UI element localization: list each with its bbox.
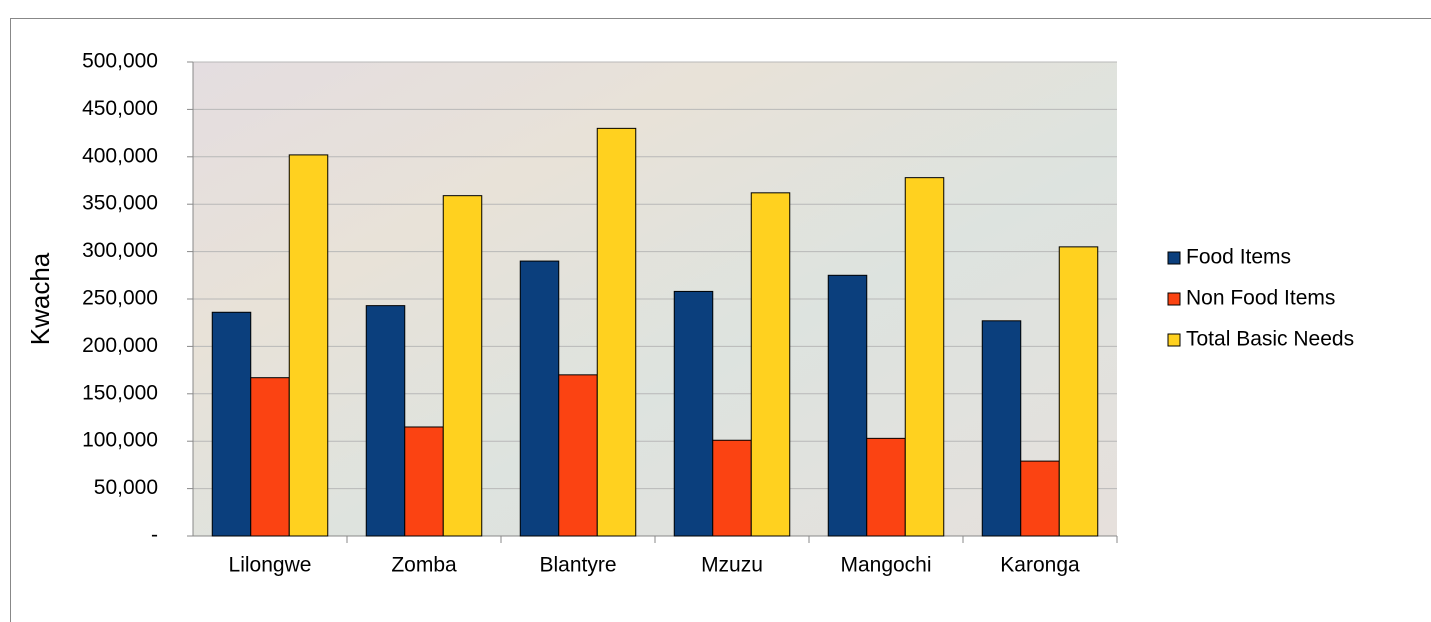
y-tick-label: 300,000 <box>82 239 158 262</box>
y-tick-label: 150,000 <box>82 381 158 404</box>
x-tick-label: Mzuzu <box>701 554 763 577</box>
bar <box>1021 461 1060 536</box>
bar <box>251 378 290 536</box>
y-tick-label: 200,000 <box>82 334 158 357</box>
y-tick-label: 250,000 <box>82 287 158 310</box>
y-tick-label: 450,000 <box>82 97 158 120</box>
legend-label: Food Items <box>1186 246 1291 269</box>
y-tick-label: 100,000 <box>82 429 158 452</box>
bar <box>597 128 636 536</box>
y-tick-label: 350,000 <box>82 192 158 215</box>
bar <box>982 321 1021 536</box>
bar <box>520 261 559 536</box>
legend-swatch <box>1168 334 1180 346</box>
y-tick-label: - <box>151 524 158 547</box>
x-tick-label: Karonga <box>1000 554 1080 577</box>
x-tick-label: Blantyre <box>539 554 616 577</box>
bar <box>905 178 944 536</box>
x-tick-label: Zomba <box>391 554 457 577</box>
bar <box>212 312 251 536</box>
y-tick-label: 500,000 <box>82 50 158 73</box>
y-tick-label: 50,000 <box>94 476 158 499</box>
bar <box>289 155 328 536</box>
bar <box>559 375 598 536</box>
bar <box>713 440 752 536</box>
legend-label: Total Basic Needs <box>1186 328 1354 351</box>
x-tick-label: Lilongwe <box>229 554 312 577</box>
y-tick-label: 400,000 <box>82 144 158 167</box>
y-axis-label: Kwacha <box>25 252 55 345</box>
bar <box>828 275 867 536</box>
bar <box>443 196 482 536</box>
legend-swatch <box>1168 293 1180 305</box>
bar <box>867 438 906 536</box>
x-tick-label: Mangochi <box>840 554 931 577</box>
chart: Kwacha - 50,000 100,000 150,000 200,000 250,0… <box>0 0 1431 622</box>
legend-swatch <box>1168 252 1180 264</box>
bar <box>751 193 790 536</box>
bar <box>674 291 713 536</box>
bar <box>405 427 444 536</box>
bar <box>1059 247 1098 536</box>
legend-label: Non Food Items <box>1186 287 1335 310</box>
bar <box>366 306 405 536</box>
